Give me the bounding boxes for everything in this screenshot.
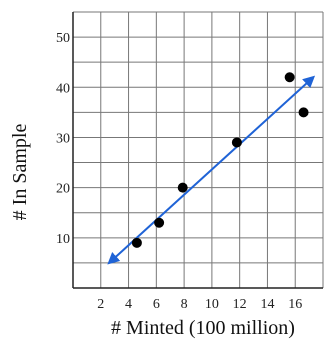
trend-line-group (107, 75, 316, 265)
data-points (131, 72, 309, 248)
y-tick-label: 20 (56, 182, 70, 197)
grid-lines (73, 11, 324, 288)
x-tick-label: 14 (260, 297, 274, 312)
x-axis-title: # Minted (100 million) (111, 317, 295, 339)
x-tick-label: 16 (288, 297, 302, 312)
data-point (231, 137, 242, 148)
axes (72, 12, 323, 289)
data-point (177, 182, 188, 193)
x-tick-label: 10 (205, 297, 219, 312)
x-tick-label: 2 (97, 297, 104, 312)
x-tick-label: 4 (125, 297, 132, 312)
y-tick-label: 40 (56, 81, 70, 96)
y-tick-label: 10 (56, 232, 70, 247)
data-point (284, 72, 295, 83)
x-tick-label: 8 (181, 297, 188, 312)
y-tick-labels: 10 20 30 40 50 (56, 31, 70, 247)
data-point (154, 217, 165, 228)
x-tick-label: 12 (233, 297, 247, 312)
x-tick-labels: 2 4 6 8 10 12 14 16 (97, 297, 302, 312)
data-point (131, 237, 142, 248)
x-tick-label: 6 (153, 297, 160, 312)
y-tick-label: 30 (56, 131, 70, 146)
y-tick-label: 50 (56, 31, 70, 46)
trend-line (107, 75, 316, 265)
y-axis-title: # In Sample (9, 124, 31, 221)
data-point (298, 107, 309, 118)
